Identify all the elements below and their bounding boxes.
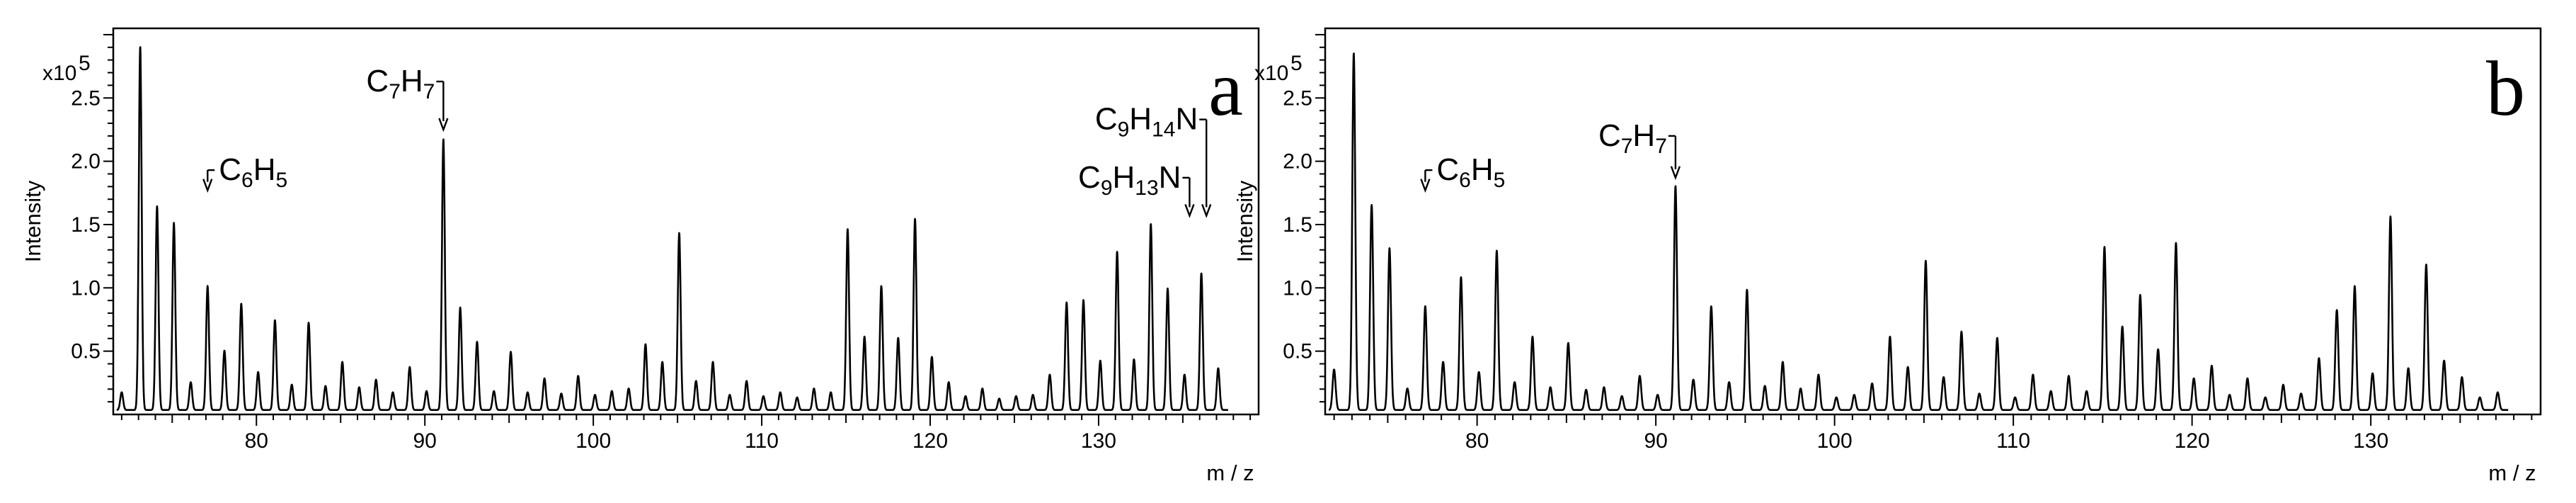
formula-text: C [219, 152, 241, 187]
formula-subscript: 5 [275, 169, 287, 192]
y-tick-label: 1.0 [1283, 276, 1312, 300]
y-tick-label: 1.0 [71, 276, 101, 300]
x-tick-label: 90 [1644, 429, 1667, 453]
formula-subscript: 7 [423, 80, 435, 103]
formula-text: H [401, 64, 423, 98]
annotation-label: C9H14N [1095, 102, 1198, 142]
x-tick-label: 100 [576, 429, 611, 453]
x-tick-label: 110 [1996, 429, 2030, 453]
arrow-head-icon [1420, 179, 1431, 193]
annotation-label: C7H7 [366, 64, 435, 103]
y-tick-label: 0.5 [1283, 340, 1312, 363]
panel-letter: a [1208, 45, 1243, 132]
x-tick-label: 130 [1081, 429, 1116, 453]
formula-subscript: 13 [1135, 176, 1158, 200]
plot-frame [1324, 27, 2542, 416]
y-tick-label: 1.5 [71, 213, 101, 237]
formula-subscript: 9 [1118, 118, 1130, 142]
annotation-C9H14N: C9H14N [1095, 102, 1212, 218]
x-tick-label: 130 [2353, 429, 2388, 453]
formula-text: C [366, 64, 389, 98]
x-axis-label: m / z [2488, 460, 2536, 485]
formula-text: N [1175, 102, 1198, 137]
spectrum-trace [1328, 52, 2509, 412]
formula-subscript: 9 [1101, 176, 1113, 200]
y-scale-label: x10 [1254, 62, 1288, 85]
annotation-C7H7: C7H7 [1598, 118, 1681, 181]
formula-text: H [1113, 160, 1135, 195]
formula-text: H [1471, 152, 1494, 187]
formula-text: C [1598, 118, 1621, 153]
arrow-head-icon [438, 118, 449, 132]
x-tick-label: 120 [2175, 429, 2210, 453]
formula-text: H [1129, 102, 1152, 137]
x-tick-label: 80 [245, 429, 268, 453]
x-tick-label: 110 [745, 429, 779, 453]
x-tick-label: 80 [1465, 429, 1489, 453]
formula-subscript: 7 [1621, 135, 1633, 158]
y-scale-label: x10 [42, 62, 76, 85]
formula-subscript: 6 [1459, 169, 1471, 192]
formula-subscript: 6 [241, 169, 253, 192]
plot-frame [112, 27, 1260, 416]
x-axis-label: m / z [1206, 460, 1254, 485]
arrow-head-icon [202, 179, 213, 193]
formula-text: C [1095, 102, 1118, 137]
panel-letter: b [2486, 45, 2525, 132]
formula-text: N [1159, 160, 1181, 195]
y-tick-label: 2.5 [1283, 86, 1312, 110]
arrow-head-icon [1201, 204, 1212, 218]
y-tick-label: 1.5 [1283, 213, 1312, 237]
annotation-label: C9H13N [1078, 160, 1181, 200]
annotation-C6H5: C6H5 [202, 152, 287, 193]
x-tick-label: 120 [912, 429, 948, 453]
annotation-C9H13N: C9H13N [1078, 160, 1195, 218]
formula-text: C [1078, 160, 1101, 195]
x-tick-label: 100 [1817, 429, 1853, 453]
y-tick-label: 0.5 [71, 340, 101, 363]
formula-text: C [1436, 152, 1459, 187]
y-axis-label: Intensity [21, 180, 45, 262]
annotation-label: C6H5 [1436, 152, 1505, 192]
arrow-head-icon [1670, 166, 1681, 181]
formula-text: H [253, 152, 276, 187]
y-scale-exponent: 5 [1290, 52, 1303, 75]
y-axis-label: Intensity [1232, 180, 1257, 262]
annotation-C6H5: C6H5 [1420, 152, 1505, 193]
y-tick-label: 2.0 [71, 150, 101, 174]
formula-subscript: 5 [1494, 169, 1506, 192]
y-tick-label: 2.0 [1283, 150, 1312, 174]
formula-subscript: 14 [1152, 118, 1175, 142]
y-tick-label: 2.5 [71, 86, 101, 110]
arrow-head-icon [1184, 204, 1195, 218]
x-tick-label: 90 [413, 429, 437, 453]
spectrum-trace [115, 46, 1229, 412]
annotation-C7H7: C7H7 [366, 64, 449, 132]
formula-text: H [1632, 118, 1655, 153]
formula-subscript: 7 [389, 80, 401, 103]
annotation-label: C6H5 [219, 152, 287, 192]
y-scale-exponent: 5 [79, 52, 91, 75]
formula-subscript: 7 [1655, 135, 1667, 158]
annotation-label: C7H7 [1598, 118, 1667, 158]
